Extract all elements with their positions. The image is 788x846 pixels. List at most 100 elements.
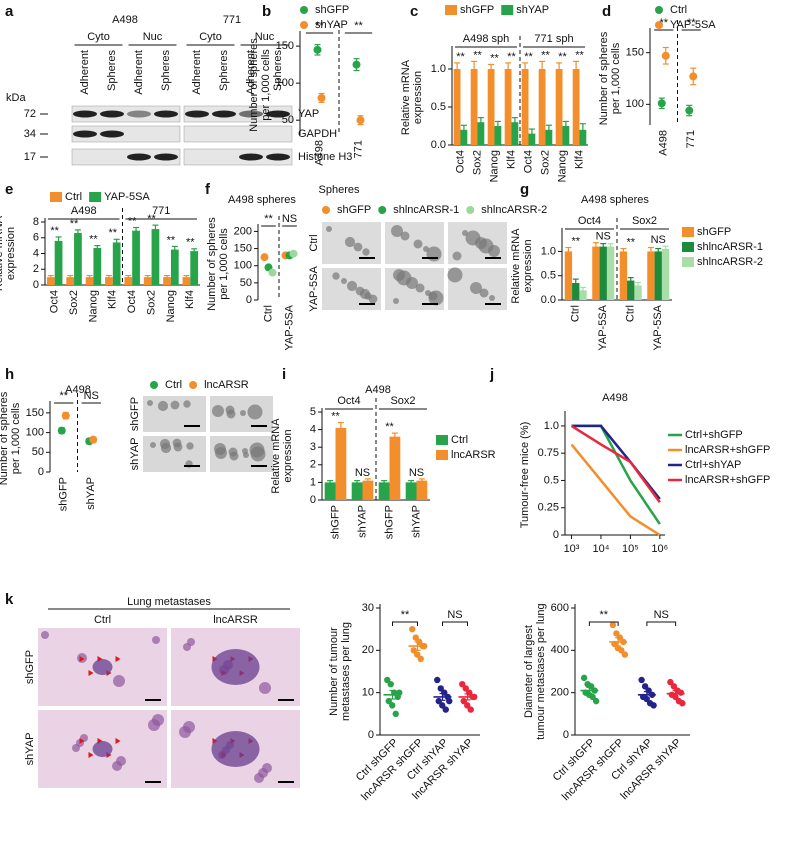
metastasis xyxy=(211,731,260,767)
row-label: shYAP xyxy=(129,438,141,471)
blob xyxy=(362,248,370,256)
y-tick-label: 100 xyxy=(234,260,252,272)
y-tick-label: 100 xyxy=(626,98,644,110)
panel-letter: g xyxy=(520,181,529,198)
x-tick-label: YAP-5SA xyxy=(652,304,664,350)
bar xyxy=(627,280,635,300)
blob xyxy=(341,278,347,284)
significance: ** xyxy=(571,235,580,247)
x-tick-label: Oct4 xyxy=(454,150,466,173)
group-label: Oct4 xyxy=(578,215,601,227)
y-tick-label: 150 xyxy=(26,407,44,419)
bar xyxy=(132,230,140,285)
blob xyxy=(452,251,462,261)
significance: ** xyxy=(473,49,482,61)
blob xyxy=(150,442,156,448)
bar xyxy=(619,251,628,300)
y-tick-label: 0.5 xyxy=(541,270,556,282)
significance: NS xyxy=(409,467,424,479)
legend-swatch xyxy=(445,5,457,15)
blob xyxy=(428,291,438,301)
legend-swatch xyxy=(501,5,514,15)
x-tick-label: Ctrl xyxy=(625,305,637,322)
blob xyxy=(353,242,363,252)
blob xyxy=(359,288,371,300)
bar xyxy=(477,122,485,145)
bar xyxy=(324,482,336,500)
legend-label: shYAP xyxy=(516,4,549,16)
band xyxy=(154,110,178,118)
row-label: shGFP xyxy=(129,397,141,431)
dot xyxy=(268,268,277,277)
bar xyxy=(599,246,607,300)
bar xyxy=(487,69,495,145)
legend-swatch xyxy=(436,450,448,460)
y-tick-label: 30 xyxy=(362,602,374,614)
point xyxy=(609,621,617,629)
line xyxy=(571,424,661,525)
row-label: Ctrl xyxy=(308,234,320,251)
legend-label: Ctrl xyxy=(670,4,687,16)
x-tick-label: YAP-5SA xyxy=(283,304,295,350)
condition: Adherent xyxy=(191,50,203,95)
point xyxy=(434,676,441,684)
band xyxy=(185,110,209,118)
band xyxy=(127,110,151,118)
point xyxy=(392,710,399,718)
group-label: A498 sph xyxy=(463,33,509,45)
y-tick-label: 0.25 xyxy=(538,502,559,514)
bar xyxy=(124,277,133,285)
metastasis xyxy=(92,659,113,675)
bar xyxy=(661,249,670,300)
y-axis-label: Relative mRNAexpression xyxy=(400,59,424,135)
dot xyxy=(352,60,361,69)
band xyxy=(73,130,97,138)
condition: Spheres xyxy=(160,50,172,91)
x-tick-label: Oct4 xyxy=(126,290,138,313)
panel-letter: b xyxy=(262,3,271,20)
panel-letter: e xyxy=(5,181,13,198)
x-tick-label: Nanog xyxy=(165,290,177,322)
metastasis xyxy=(211,649,260,685)
unit: kDa xyxy=(6,92,26,104)
y-tick-label: 2 xyxy=(310,459,316,471)
bar xyxy=(74,233,82,285)
legend-swatch xyxy=(436,435,448,445)
blob xyxy=(479,288,489,298)
legend-label: lncARSR xyxy=(451,449,496,461)
panel-letter: c xyxy=(410,3,418,20)
marker: 72 xyxy=(24,108,36,120)
legend-swatch xyxy=(89,192,102,202)
blob xyxy=(326,226,332,232)
legend-swatch xyxy=(50,192,62,202)
blot-strip xyxy=(183,125,293,143)
bar xyxy=(647,251,655,300)
sig-bracket xyxy=(392,621,418,626)
bar xyxy=(470,69,478,145)
legend-swatch xyxy=(300,6,308,14)
bar xyxy=(190,251,199,285)
blob xyxy=(186,442,194,450)
dot xyxy=(57,426,66,435)
significance: ** xyxy=(507,51,516,63)
point xyxy=(446,697,453,705)
y-tick-label: 50 xyxy=(240,277,252,289)
blob xyxy=(215,447,227,459)
legend-label: YAP-5SA xyxy=(104,191,150,203)
legend-label: shGFP xyxy=(460,4,494,16)
band xyxy=(239,153,263,161)
fraction: Nuc xyxy=(143,31,163,43)
arrowhead xyxy=(88,752,94,758)
x-tick-label: Sox2 xyxy=(68,290,80,315)
group-label: Sox2 xyxy=(632,215,657,227)
bar xyxy=(538,69,546,145)
blob xyxy=(183,643,191,651)
dot xyxy=(689,72,698,81)
y-tick-label: 1.0 xyxy=(541,245,556,257)
arrowhead xyxy=(115,738,121,744)
significance: ** xyxy=(541,49,550,61)
y-axis-label: Number of tumourmetastases per lung xyxy=(328,622,352,721)
band xyxy=(73,110,97,118)
point xyxy=(650,702,657,709)
